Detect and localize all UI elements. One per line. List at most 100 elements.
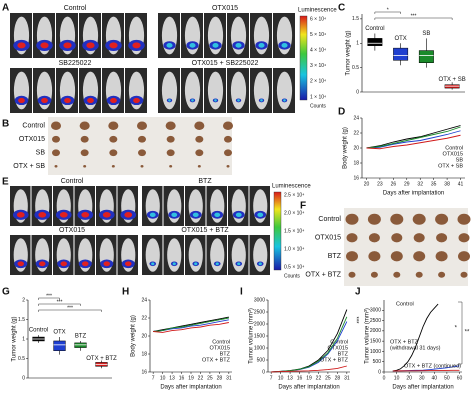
tumor-image bbox=[344, 208, 468, 286]
group-label: OTX015 + SB225022 bbox=[192, 60, 259, 67]
tumor bbox=[79, 121, 90, 130]
signal-inner bbox=[257, 212, 264, 217]
legend-label: OTX015 bbox=[443, 151, 463, 157]
tumor bbox=[413, 251, 426, 262]
signal-inner bbox=[214, 212, 221, 217]
row-label: OTX + BTZ bbox=[305, 272, 341, 279]
y-tick-label: 24 bbox=[353, 115, 359, 121]
tumor bbox=[165, 121, 176, 130]
tumor bbox=[195, 135, 204, 143]
signal-inner bbox=[64, 97, 71, 103]
y-tick-label: 16 bbox=[141, 369, 147, 375]
colorbar-tick: 1 × 10⁴ bbox=[310, 94, 326, 100]
y-tick-label: 500 bbox=[257, 357, 266, 363]
signal-inner bbox=[189, 43, 196, 48]
series-line bbox=[153, 316, 229, 332]
panel-letter: D bbox=[338, 107, 345, 118]
category-label: Control bbox=[29, 328, 48, 334]
category-label: BTZ bbox=[75, 334, 87, 340]
x-tick-label: 30 bbox=[419, 375, 425, 381]
tumor bbox=[137, 121, 147, 130]
colorbar-title: Luminescence bbox=[298, 8, 337, 14]
tumor bbox=[194, 121, 205, 130]
series-line bbox=[366, 125, 461, 149]
series-line bbox=[153, 317, 229, 332]
y-tick-label: 20 bbox=[353, 145, 359, 151]
series-line bbox=[366, 126, 461, 149]
x-tick-label: 26 bbox=[391, 181, 397, 187]
tumor bbox=[368, 251, 381, 262]
signal-inner bbox=[215, 262, 219, 266]
y-tick-label: 0 bbox=[262, 369, 265, 375]
colorbar-tick: 1.0 × 10⁴ bbox=[284, 246, 304, 252]
colorbar bbox=[299, 15, 308, 101]
mouse-body bbox=[184, 71, 201, 110]
tumor bbox=[390, 251, 403, 262]
x-tick-label: 19 bbox=[188, 375, 194, 381]
category-label: SB bbox=[422, 31, 430, 37]
legend-label: Control bbox=[445, 145, 463, 151]
signal-inner bbox=[194, 262, 198, 266]
y-tick-label: 2500 bbox=[254, 309, 265, 315]
category-label: Control bbox=[365, 26, 384, 32]
y-axis-label: Tumor weight (g) bbox=[346, 30, 352, 75]
category-label: OTX bbox=[394, 36, 406, 42]
signal-inner bbox=[102, 212, 111, 218]
signal-inner bbox=[40, 42, 49, 49]
signal-inner bbox=[133, 97, 140, 103]
tumor bbox=[391, 233, 403, 243]
tumor bbox=[367, 213, 381, 225]
signal-inner bbox=[151, 262, 155, 266]
signal-inner bbox=[172, 262, 176, 266]
signal-inner bbox=[17, 42, 26, 49]
x-tick-label: 31 bbox=[344, 375, 350, 381]
legend-label: OTX + BTZ (continued) bbox=[404, 363, 461, 369]
series-line bbox=[153, 322, 229, 333]
legend-label: SB bbox=[456, 157, 464, 163]
signal-inner bbox=[166, 43, 173, 48]
y-tick-label: 16 bbox=[353, 175, 359, 181]
colorbar-tick: 4 × 10⁴ bbox=[310, 48, 326, 54]
legend-label: BTZ bbox=[338, 351, 349, 357]
tumor bbox=[224, 149, 232, 157]
mouse-body bbox=[230, 71, 247, 110]
significance-bracket bbox=[374, 17, 453, 20]
panel-letter: C bbox=[338, 3, 345, 14]
x-tick-label: 41 bbox=[458, 181, 464, 187]
signal-inner bbox=[109, 42, 118, 49]
significance-bracket bbox=[458, 301, 463, 365]
tumor bbox=[457, 213, 471, 225]
tumor bbox=[195, 149, 204, 157]
annotation: (withdrawal 31 days) bbox=[390, 345, 441, 351]
tumor bbox=[370, 271, 378, 278]
tumor bbox=[346, 251, 358, 262]
mouse-body bbox=[207, 71, 224, 110]
x-axis-label: Days after implantation bbox=[160, 385, 221, 391]
legend-label: OTX + BTZ bbox=[320, 357, 349, 363]
x-axis-label: Days after implantation bbox=[392, 385, 453, 391]
y-tick-label: 500 bbox=[373, 359, 382, 365]
x-tick-label: 28 bbox=[217, 375, 223, 381]
signal-inner bbox=[171, 212, 178, 217]
mouse-body bbox=[210, 238, 225, 272]
series-line bbox=[271, 365, 347, 373]
tumor bbox=[138, 135, 146, 143]
signal-inner bbox=[17, 261, 25, 267]
colorbar-unit: Counts bbox=[284, 273, 300, 279]
group-label: Control bbox=[64, 5, 87, 12]
signal-inner bbox=[110, 97, 117, 103]
signal-inner bbox=[235, 43, 242, 48]
x-tick-label: 16 bbox=[179, 375, 185, 381]
y-tick-label: 1500 bbox=[254, 333, 265, 339]
tumor bbox=[80, 149, 89, 157]
tumor bbox=[368, 233, 380, 243]
signal-inner bbox=[281, 43, 288, 48]
x-tick-label: 32 bbox=[417, 181, 423, 187]
tumor bbox=[346, 233, 358, 243]
signal-inner bbox=[191, 99, 194, 102]
signal-inner bbox=[63, 42, 72, 49]
signal-inner bbox=[237, 262, 241, 266]
row-label: OTX015 bbox=[315, 235, 341, 242]
